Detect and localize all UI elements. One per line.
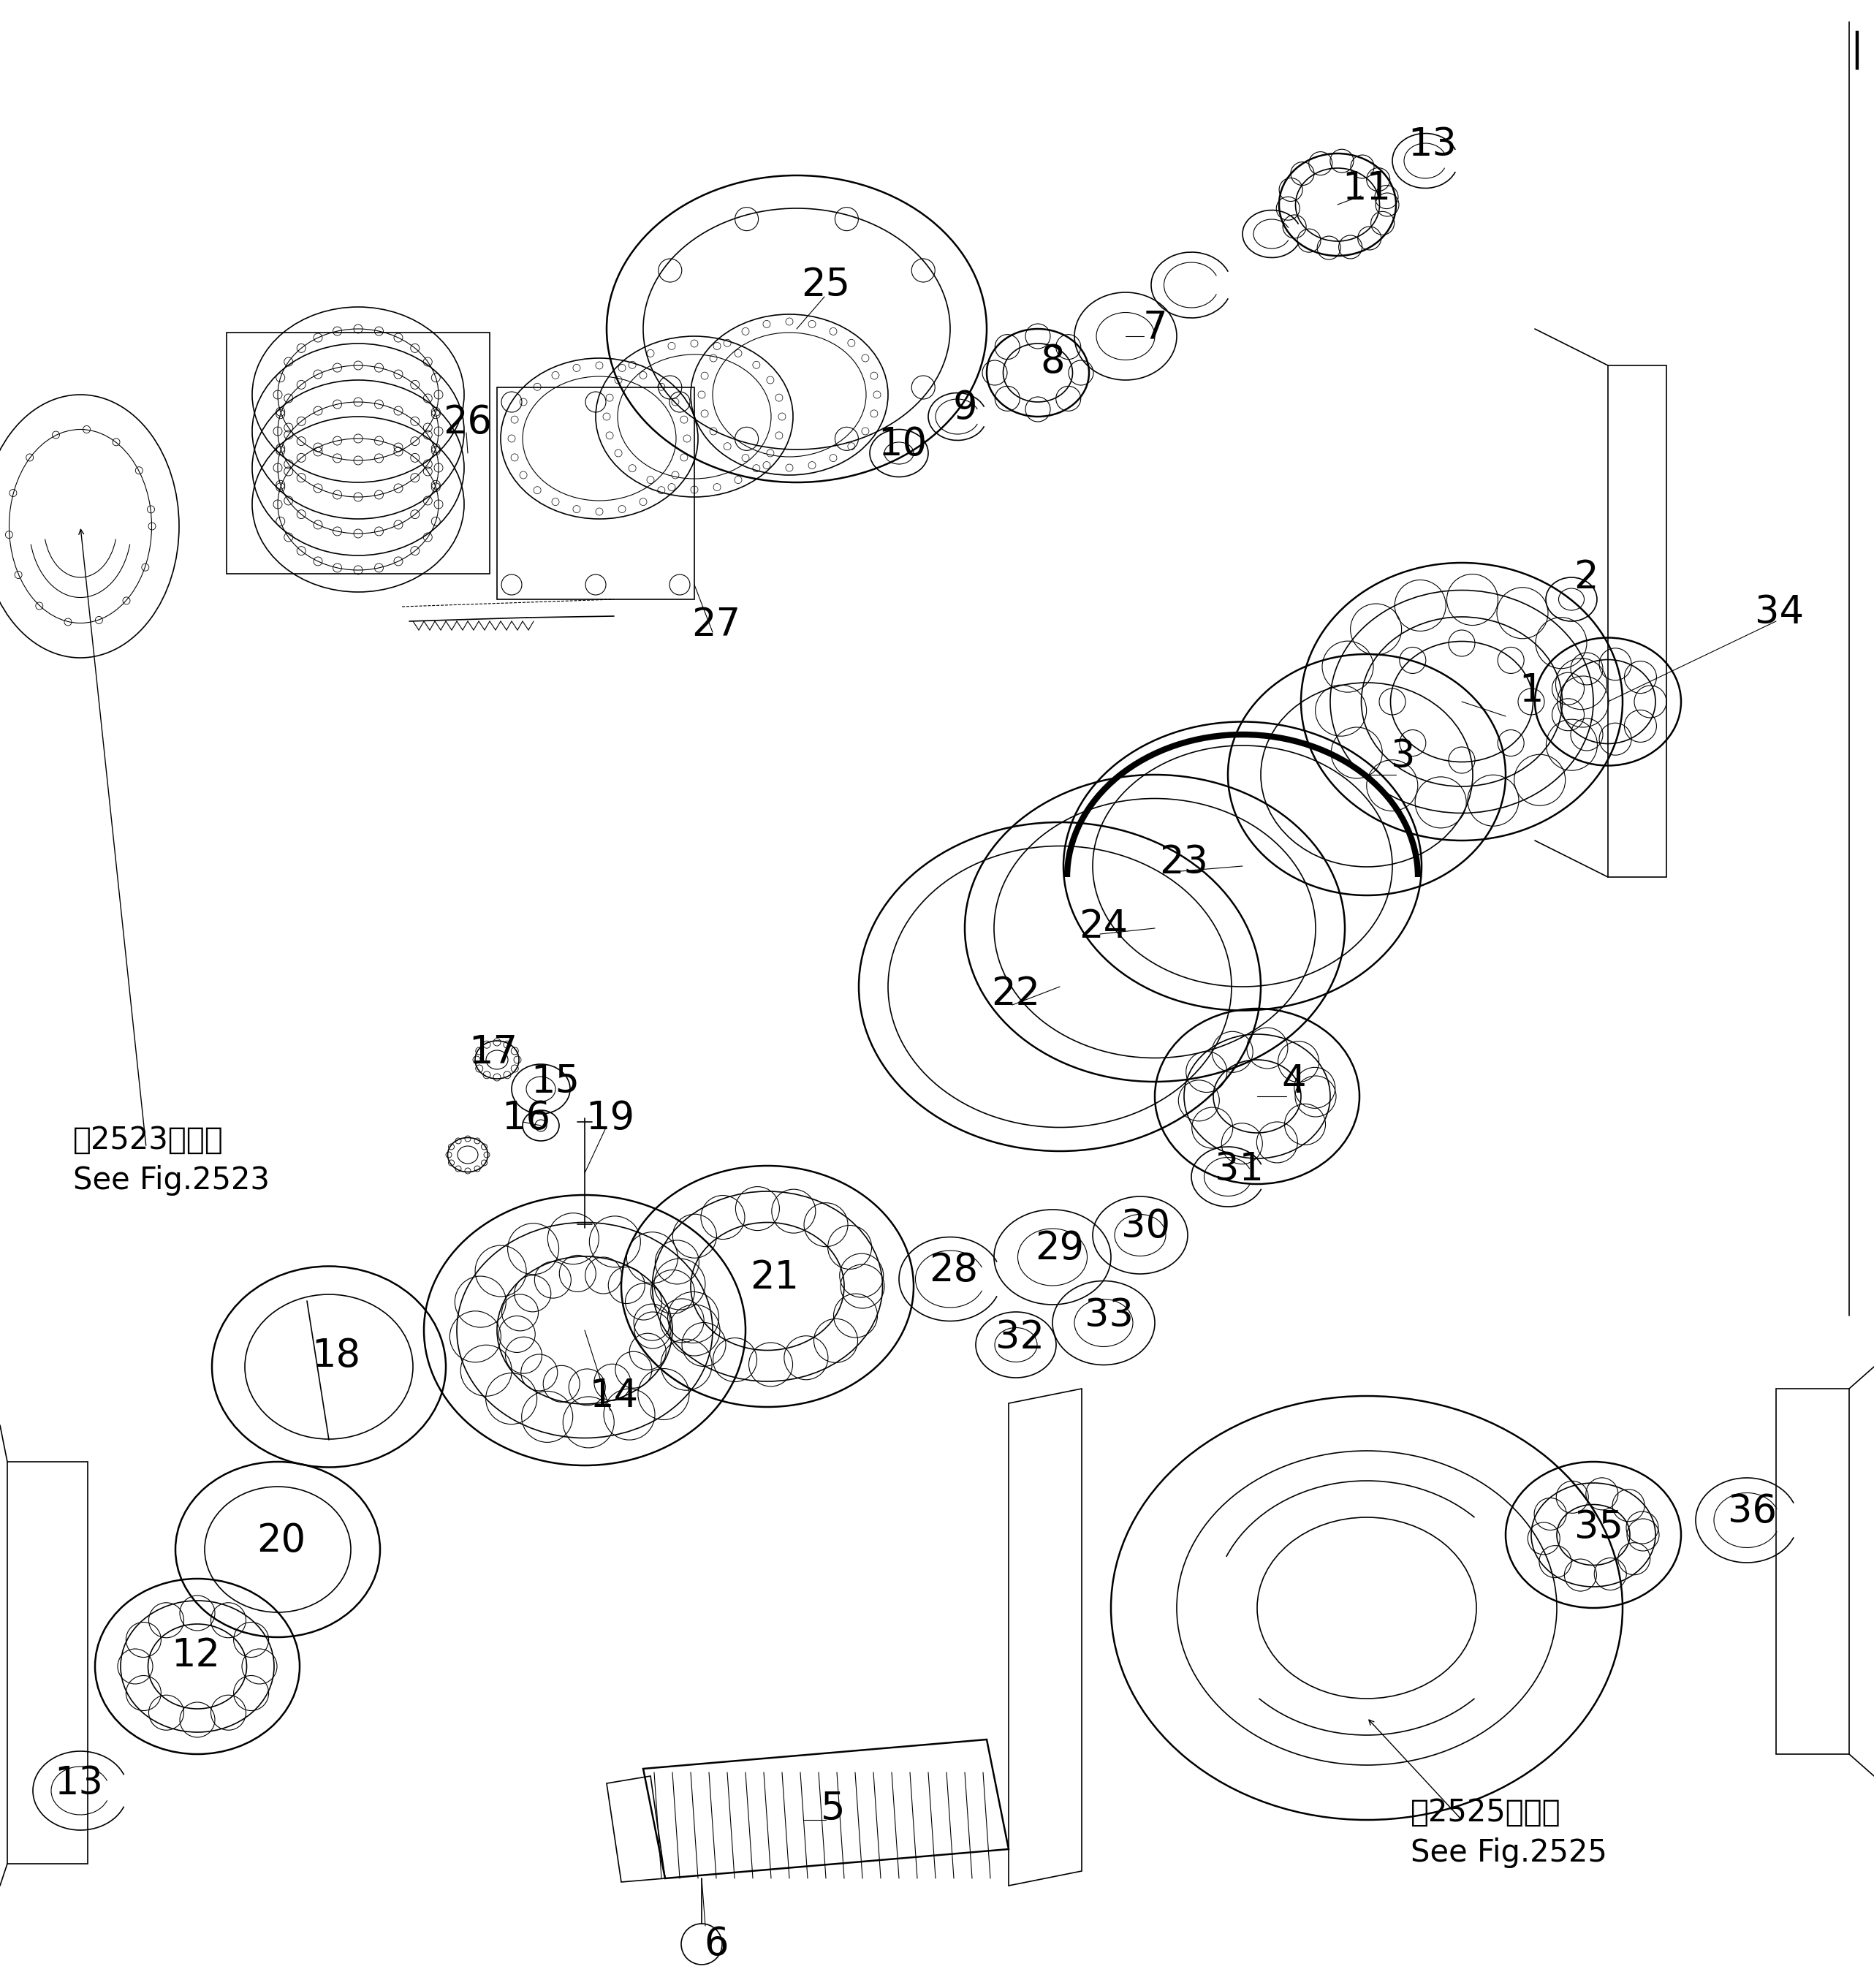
Text: See Fig.2523: See Fig.2523 bbox=[73, 1165, 270, 1195]
Text: 第2523図参照: 第2523図参照 bbox=[73, 1125, 223, 1155]
Text: 34: 34 bbox=[1756, 594, 1805, 632]
Text: 1: 1 bbox=[1520, 672, 1544, 710]
Text: See Fig.2525: See Fig.2525 bbox=[1411, 1837, 1608, 1869]
Text: 35: 35 bbox=[1574, 1509, 1623, 1547]
Text: 28: 28 bbox=[930, 1250, 978, 1290]
Text: 3: 3 bbox=[1391, 738, 1415, 775]
Text: 16: 16 bbox=[502, 1099, 551, 1137]
Text: 14: 14 bbox=[590, 1378, 639, 1415]
Text: 21: 21 bbox=[750, 1258, 798, 1296]
Text: 7: 7 bbox=[1143, 308, 1168, 346]
Text: 15: 15 bbox=[530, 1064, 581, 1101]
Text: 36: 36 bbox=[1728, 1493, 1777, 1531]
Text: 27: 27 bbox=[692, 606, 740, 644]
Text: 12: 12 bbox=[171, 1636, 221, 1674]
Text: 4: 4 bbox=[1282, 1064, 1306, 1101]
Text: 13: 13 bbox=[1407, 125, 1456, 163]
Text: 5: 5 bbox=[821, 1789, 845, 1827]
Text: 13: 13 bbox=[54, 1765, 103, 1803]
Text: 6: 6 bbox=[705, 1924, 729, 1964]
Text: 32: 32 bbox=[995, 1318, 1044, 1356]
Text: 第2525図参照: 第2525図参照 bbox=[1411, 1797, 1561, 1827]
Text: 8: 8 bbox=[1040, 342, 1064, 382]
Text: 10: 10 bbox=[879, 425, 928, 463]
Text: 11: 11 bbox=[1342, 169, 1391, 207]
Text: 20: 20 bbox=[257, 1521, 305, 1561]
Text: 22: 22 bbox=[991, 974, 1040, 1014]
Text: 29: 29 bbox=[1034, 1229, 1085, 1268]
Text: 19: 19 bbox=[587, 1099, 635, 1137]
Text: 23: 23 bbox=[1160, 843, 1209, 881]
Text: 24: 24 bbox=[1079, 909, 1128, 946]
Text: 26: 26 bbox=[444, 404, 493, 441]
Text: 9: 9 bbox=[952, 390, 976, 427]
Text: 18: 18 bbox=[311, 1336, 360, 1376]
Text: |: | bbox=[1850, 30, 1863, 70]
Text: 30: 30 bbox=[1121, 1207, 1171, 1244]
Text: 31: 31 bbox=[1214, 1151, 1263, 1189]
Text: 2: 2 bbox=[1574, 559, 1599, 596]
Text: 33: 33 bbox=[1085, 1296, 1134, 1334]
Text: 17: 17 bbox=[468, 1034, 517, 1072]
Text: 25: 25 bbox=[802, 266, 851, 304]
